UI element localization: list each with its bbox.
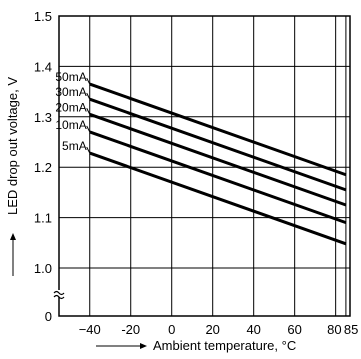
series-label: 20mA bbox=[55, 100, 86, 114]
x-tick-label: 0 bbox=[168, 322, 175, 337]
series-label-leader bbox=[86, 108, 91, 115]
x-tick-label: 85 bbox=[344, 322, 358, 337]
plot-border bbox=[58, 15, 351, 317]
axis-break-mark bbox=[53, 290, 65, 296]
series-line bbox=[89, 151, 347, 246]
x-tick-label: 20 bbox=[205, 322, 219, 337]
y-tick-label: 1.3 bbox=[34, 110, 52, 125]
grid bbox=[59, 16, 350, 316]
x-tick-label: 80 bbox=[327, 322, 341, 337]
x-tick-label: 40 bbox=[246, 322, 260, 337]
axis-break-mark bbox=[53, 294, 65, 300]
series-line bbox=[89, 97, 347, 192]
axis-titles: Ambient temperature, °C LED drop out volt… bbox=[5, 77, 296, 353]
plot-frame bbox=[53, 15, 351, 317]
series-label: 50mA bbox=[55, 70, 86, 84]
series-lines bbox=[89, 82, 347, 246]
series-label-leader bbox=[86, 92, 91, 100]
y-axis-arrowhead bbox=[10, 233, 16, 240]
y-tick-label: 1.5 bbox=[34, 9, 52, 24]
series-label-leader bbox=[86, 146, 91, 154]
series-label: 30mA bbox=[55, 85, 86, 99]
series-label-leader bbox=[86, 77, 91, 85]
x-axis-arrowhead bbox=[140, 343, 147, 349]
series-line bbox=[89, 112, 347, 207]
series-line bbox=[89, 130, 347, 225]
x-axis-title: Ambient temperature, °C bbox=[153, 338, 296, 353]
y-tick-label: 1.0 bbox=[34, 261, 52, 276]
x-tick-label: -20 bbox=[121, 322, 140, 337]
x-tick-label: −40 bbox=[79, 322, 101, 337]
y-tick-label: 1.1 bbox=[34, 211, 52, 226]
tick-labels: 1.0 1.1 1.2 1.3 1.4 1.5 0 −40 -20 0 20 40 60 80 85 bbox=[34, 9, 358, 337]
series-label: 10mA bbox=[55, 118, 86, 132]
series-label: 5mA bbox=[62, 139, 87, 153]
y-axis-title: LED drop out voltage, V bbox=[5, 77, 20, 215]
series-label-leader bbox=[86, 125, 91, 133]
y-tick-label: 1.4 bbox=[34, 59, 52, 74]
y-tick-label: 0 bbox=[45, 309, 52, 324]
series-line bbox=[89, 82, 347, 177]
y-tick-label: 1.2 bbox=[34, 160, 52, 175]
x-tick-label: 60 bbox=[287, 322, 301, 337]
